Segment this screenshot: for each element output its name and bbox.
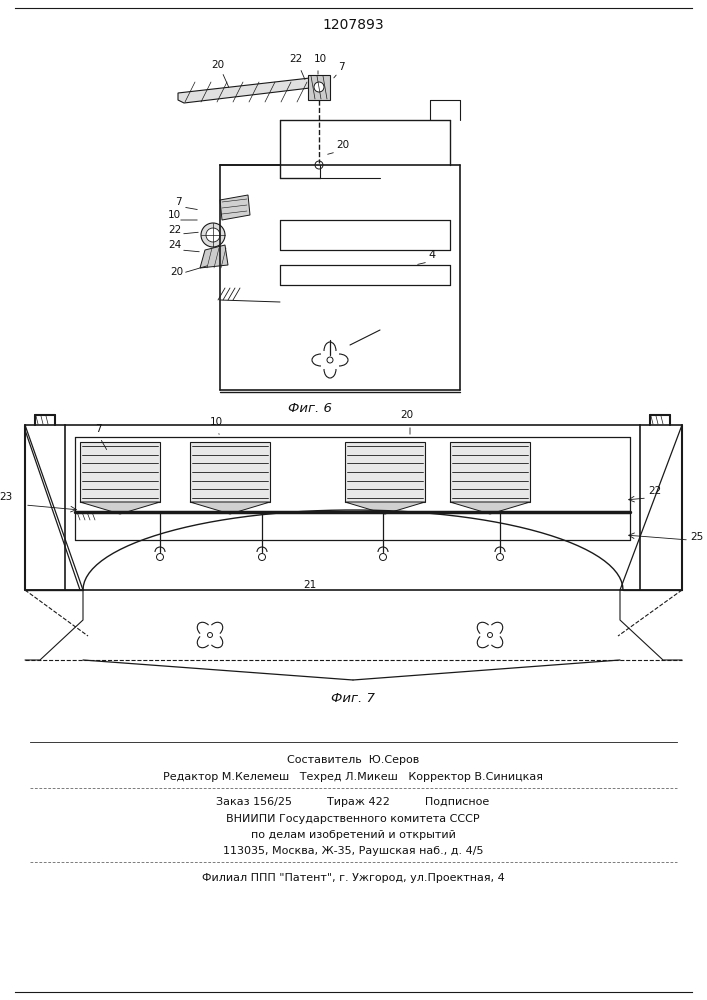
Text: 113035, Москва, Ж-35, Раушская наб., д. 4/5: 113035, Москва, Ж-35, Раушская наб., д. …	[223, 846, 484, 856]
Text: 20: 20	[211, 60, 225, 70]
Bar	[190, 442, 270, 502]
Text: 7: 7	[338, 62, 344, 72]
Text: Филиал ППП "Патент", г. Ужгород, ул.Проектная, 4: Филиал ППП "Патент", г. Ужгород, ул.Прое…	[201, 873, 504, 883]
Circle shape	[315, 161, 323, 169]
Circle shape	[314, 82, 324, 92]
Polygon shape	[190, 502, 270, 514]
Text: 20: 20	[400, 410, 413, 420]
Text: по делам изобретений и открытий: по делам изобретений и открытий	[250, 830, 455, 840]
Circle shape	[496, 554, 503, 560]
Text: 1207893: 1207893	[322, 18, 384, 32]
Text: 10: 10	[168, 210, 181, 220]
Circle shape	[488, 633, 493, 638]
Text: 22: 22	[168, 225, 181, 235]
Bar	[80, 442, 160, 502]
Polygon shape	[220, 195, 250, 220]
Text: Фиг. 6: Фиг. 6	[288, 401, 332, 414]
Circle shape	[259, 554, 266, 560]
Text: 24: 24	[168, 240, 181, 250]
Text: 10: 10	[314, 54, 327, 64]
Bar	[345, 442, 425, 502]
Text: 7: 7	[175, 197, 182, 207]
Text: Фиг. 7: Фиг. 7	[331, 692, 375, 704]
Polygon shape	[178, 78, 316, 103]
Polygon shape	[308, 75, 330, 100]
Text: 22: 22	[648, 486, 661, 496]
Text: 7: 7	[95, 424, 102, 434]
Circle shape	[207, 633, 213, 638]
Polygon shape	[200, 245, 228, 268]
Circle shape	[201, 223, 225, 247]
Circle shape	[327, 357, 333, 363]
Polygon shape	[345, 502, 425, 514]
Circle shape	[380, 554, 387, 560]
Text: 22: 22	[289, 54, 303, 64]
Text: 20: 20	[170, 267, 183, 277]
Circle shape	[206, 228, 220, 242]
Text: 25: 25	[690, 532, 703, 542]
Text: Редактор М.Келемеш   Техред Л.Микеш   Корректор В.Синицкая: Редактор М.Келемеш Техред Л.Микеш Коррек…	[163, 772, 543, 782]
Polygon shape	[450, 502, 530, 514]
Circle shape	[156, 554, 163, 560]
Text: 10: 10	[210, 417, 223, 427]
Text: Заказ 156/25          Тираж 422          Подписное: Заказ 156/25 Тираж 422 Подписное	[216, 797, 490, 807]
Polygon shape	[80, 502, 160, 514]
Text: Составитель  Ю.Серов: Составитель Ю.Серов	[287, 755, 419, 765]
Text: ВНИИПИ Государственного комитета СССР: ВНИИПИ Государственного комитета СССР	[226, 814, 480, 824]
Text: 4: 4	[428, 250, 435, 260]
Text: 23: 23	[0, 492, 12, 502]
Text: 21: 21	[303, 580, 317, 590]
Bar	[450, 442, 530, 502]
Text: 20: 20	[336, 140, 349, 150]
